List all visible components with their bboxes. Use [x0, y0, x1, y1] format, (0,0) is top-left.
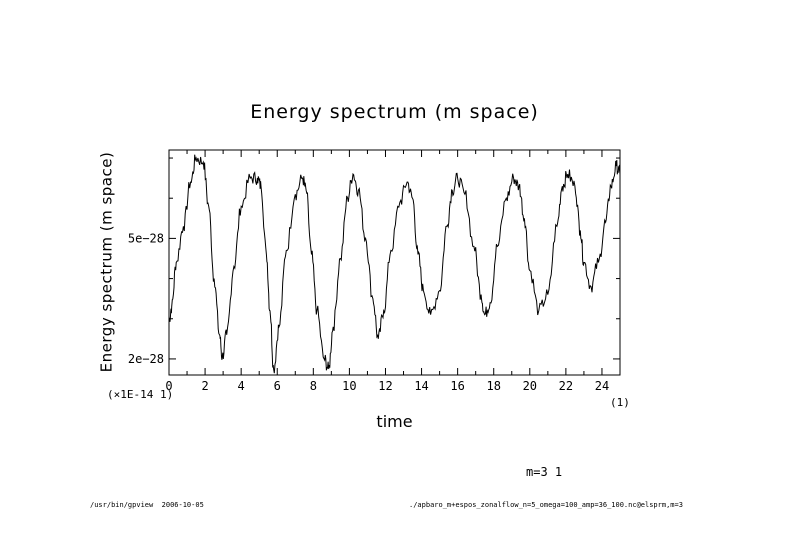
- series-line: [168, 154, 621, 374]
- x-tick-label: 8: [310, 379, 317, 393]
- footer-left: /usr/bin/gpview 2006-10-05: [90, 501, 204, 509]
- axis-ticks: [168, 150, 620, 375]
- x-tick-label: 6: [274, 379, 281, 393]
- x-tick-label: 0: [165, 379, 172, 393]
- y-tick-label: 2e−28: [128, 352, 164, 366]
- y-tick-label: 5e−28: [128, 231, 164, 245]
- x-tick-label: 20: [523, 379, 537, 393]
- plot-frame: [168, 149, 621, 376]
- x-tick-label: 10: [342, 379, 356, 393]
- x-tick-label: 4: [238, 379, 245, 393]
- x-tick-label: 16: [450, 379, 464, 393]
- x-tick-label: 2: [201, 379, 208, 393]
- footer-right: ./apbaro_m+espos_zonalflow_n=5_omega=100…: [409, 501, 683, 509]
- m-label: m=3 1: [526, 465, 563, 479]
- x-tick-label: 12: [378, 379, 392, 393]
- x-scale-note: (×1E-14 1): [107, 388, 174, 401]
- x-unit-note: (1): [610, 396, 630, 409]
- y-axis-label: Energy spectrum (m space): [97, 151, 116, 373]
- x-tick-label: 24: [595, 379, 609, 393]
- x-tick-label: 18: [486, 379, 500, 393]
- x-tick-label: 22: [559, 379, 573, 393]
- x-axis-label: time: [376, 412, 413, 431]
- chart-title: Energy spectrum (m space): [250, 101, 539, 123]
- x-tick-label: 14: [414, 379, 428, 393]
